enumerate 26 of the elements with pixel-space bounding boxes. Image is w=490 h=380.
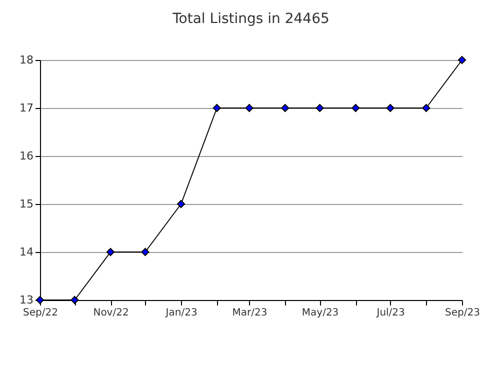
point (106, 248, 115, 256)
chart-title: Total Listings in 24465 (172, 11, 330, 27)
y-tick-label: 13 (20, 294, 34, 306)
x-tick-label: May/23 (302, 308, 339, 318)
point (245, 104, 254, 112)
point (70, 296, 79, 304)
point (316, 104, 324, 112)
x-tick-label: Nov/22 (93, 308, 129, 318)
point (458, 56, 466, 64)
y-tick-label: 16 (20, 150, 34, 162)
x-tick-label: Mar/23 (232, 308, 268, 318)
point (281, 104, 290, 112)
point (177, 200, 186, 208)
point (141, 248, 150, 256)
point (352, 104, 360, 112)
y-tick-label: 17 (20, 102, 34, 114)
x-tick-label: Jul/23 (376, 308, 405, 318)
y-tick-label: 18 (20, 54, 34, 66)
point (386, 104, 394, 112)
y-tick-label: 15 (20, 198, 34, 210)
x-tick-label: Sep/22 (23, 308, 58, 318)
x-tick-label: Jan/23 (164, 308, 198, 318)
y-tick-label: 14 (20, 246, 34, 258)
point (212, 104, 221, 112)
x-tick-label: Sep/23 (445, 308, 480, 318)
point (422, 104, 430, 112)
